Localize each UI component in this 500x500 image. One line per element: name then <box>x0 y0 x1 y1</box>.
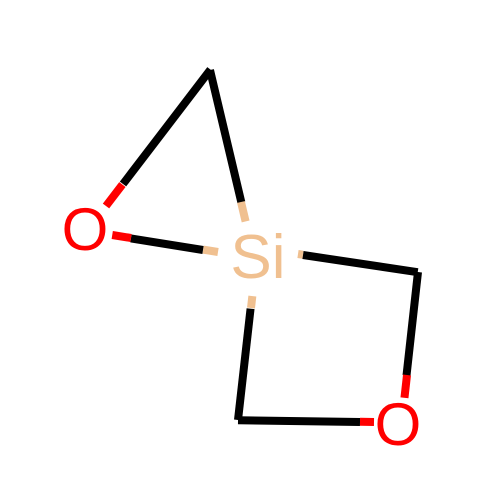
bond-segment <box>302 251 418 276</box>
bond-segment <box>237 201 249 223</box>
bond-segment <box>203 246 219 256</box>
bond-segment <box>234 308 255 420</box>
bond-segment <box>130 234 203 253</box>
bond-segment <box>111 231 131 242</box>
bond-segment <box>247 296 256 309</box>
atom-si: Si <box>230 227 285 289</box>
bond-segment <box>403 272 422 376</box>
molecule-canvas: O Si O <box>0 0 500 500</box>
atom-o2: O <box>375 395 422 455</box>
bond-segment <box>206 69 245 203</box>
bond-segment <box>238 416 361 426</box>
bond-segment <box>360 418 374 426</box>
bond-segment <box>119 68 213 187</box>
atom-o1: O <box>62 200 109 260</box>
